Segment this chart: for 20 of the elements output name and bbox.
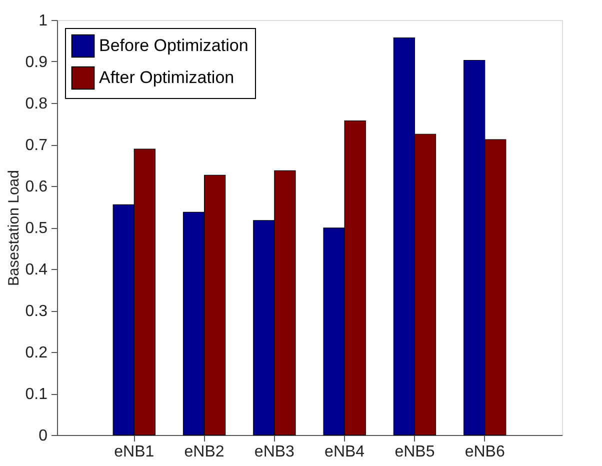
y-tick-label: 0.8 xyxy=(25,96,48,112)
y-tick-label: 0 xyxy=(38,428,48,444)
legend-label: After Optimization xyxy=(99,68,234,87)
y-tick-label: 0.5 xyxy=(25,220,48,237)
y-tick-label: 0.4 xyxy=(25,262,48,278)
x-tick-label: eNB4 xyxy=(324,444,365,460)
y-tick-label: 0.3 xyxy=(25,303,48,320)
y-tick-label: 0.1 xyxy=(25,386,48,403)
y-tick-label: 0.6 xyxy=(25,178,48,196)
x-tick-label: eNB1 xyxy=(114,444,154,460)
x-tick-label: eNB3 xyxy=(254,444,295,460)
y-axis-title: Basestation Load xyxy=(5,170,22,286)
y-tick-label: 0.2 xyxy=(25,344,48,362)
legend-label: Before Optimization xyxy=(99,36,248,55)
y-tick-label: 0.9 xyxy=(25,54,48,71)
y-tick-label: 1 xyxy=(38,12,48,30)
x-tick-label: eNB6 xyxy=(464,444,505,460)
y-tick-label: 0.7 xyxy=(25,137,48,154)
x-tick-label: eNB5 xyxy=(394,444,435,460)
x-tick-label: eNB2 xyxy=(184,444,224,460)
